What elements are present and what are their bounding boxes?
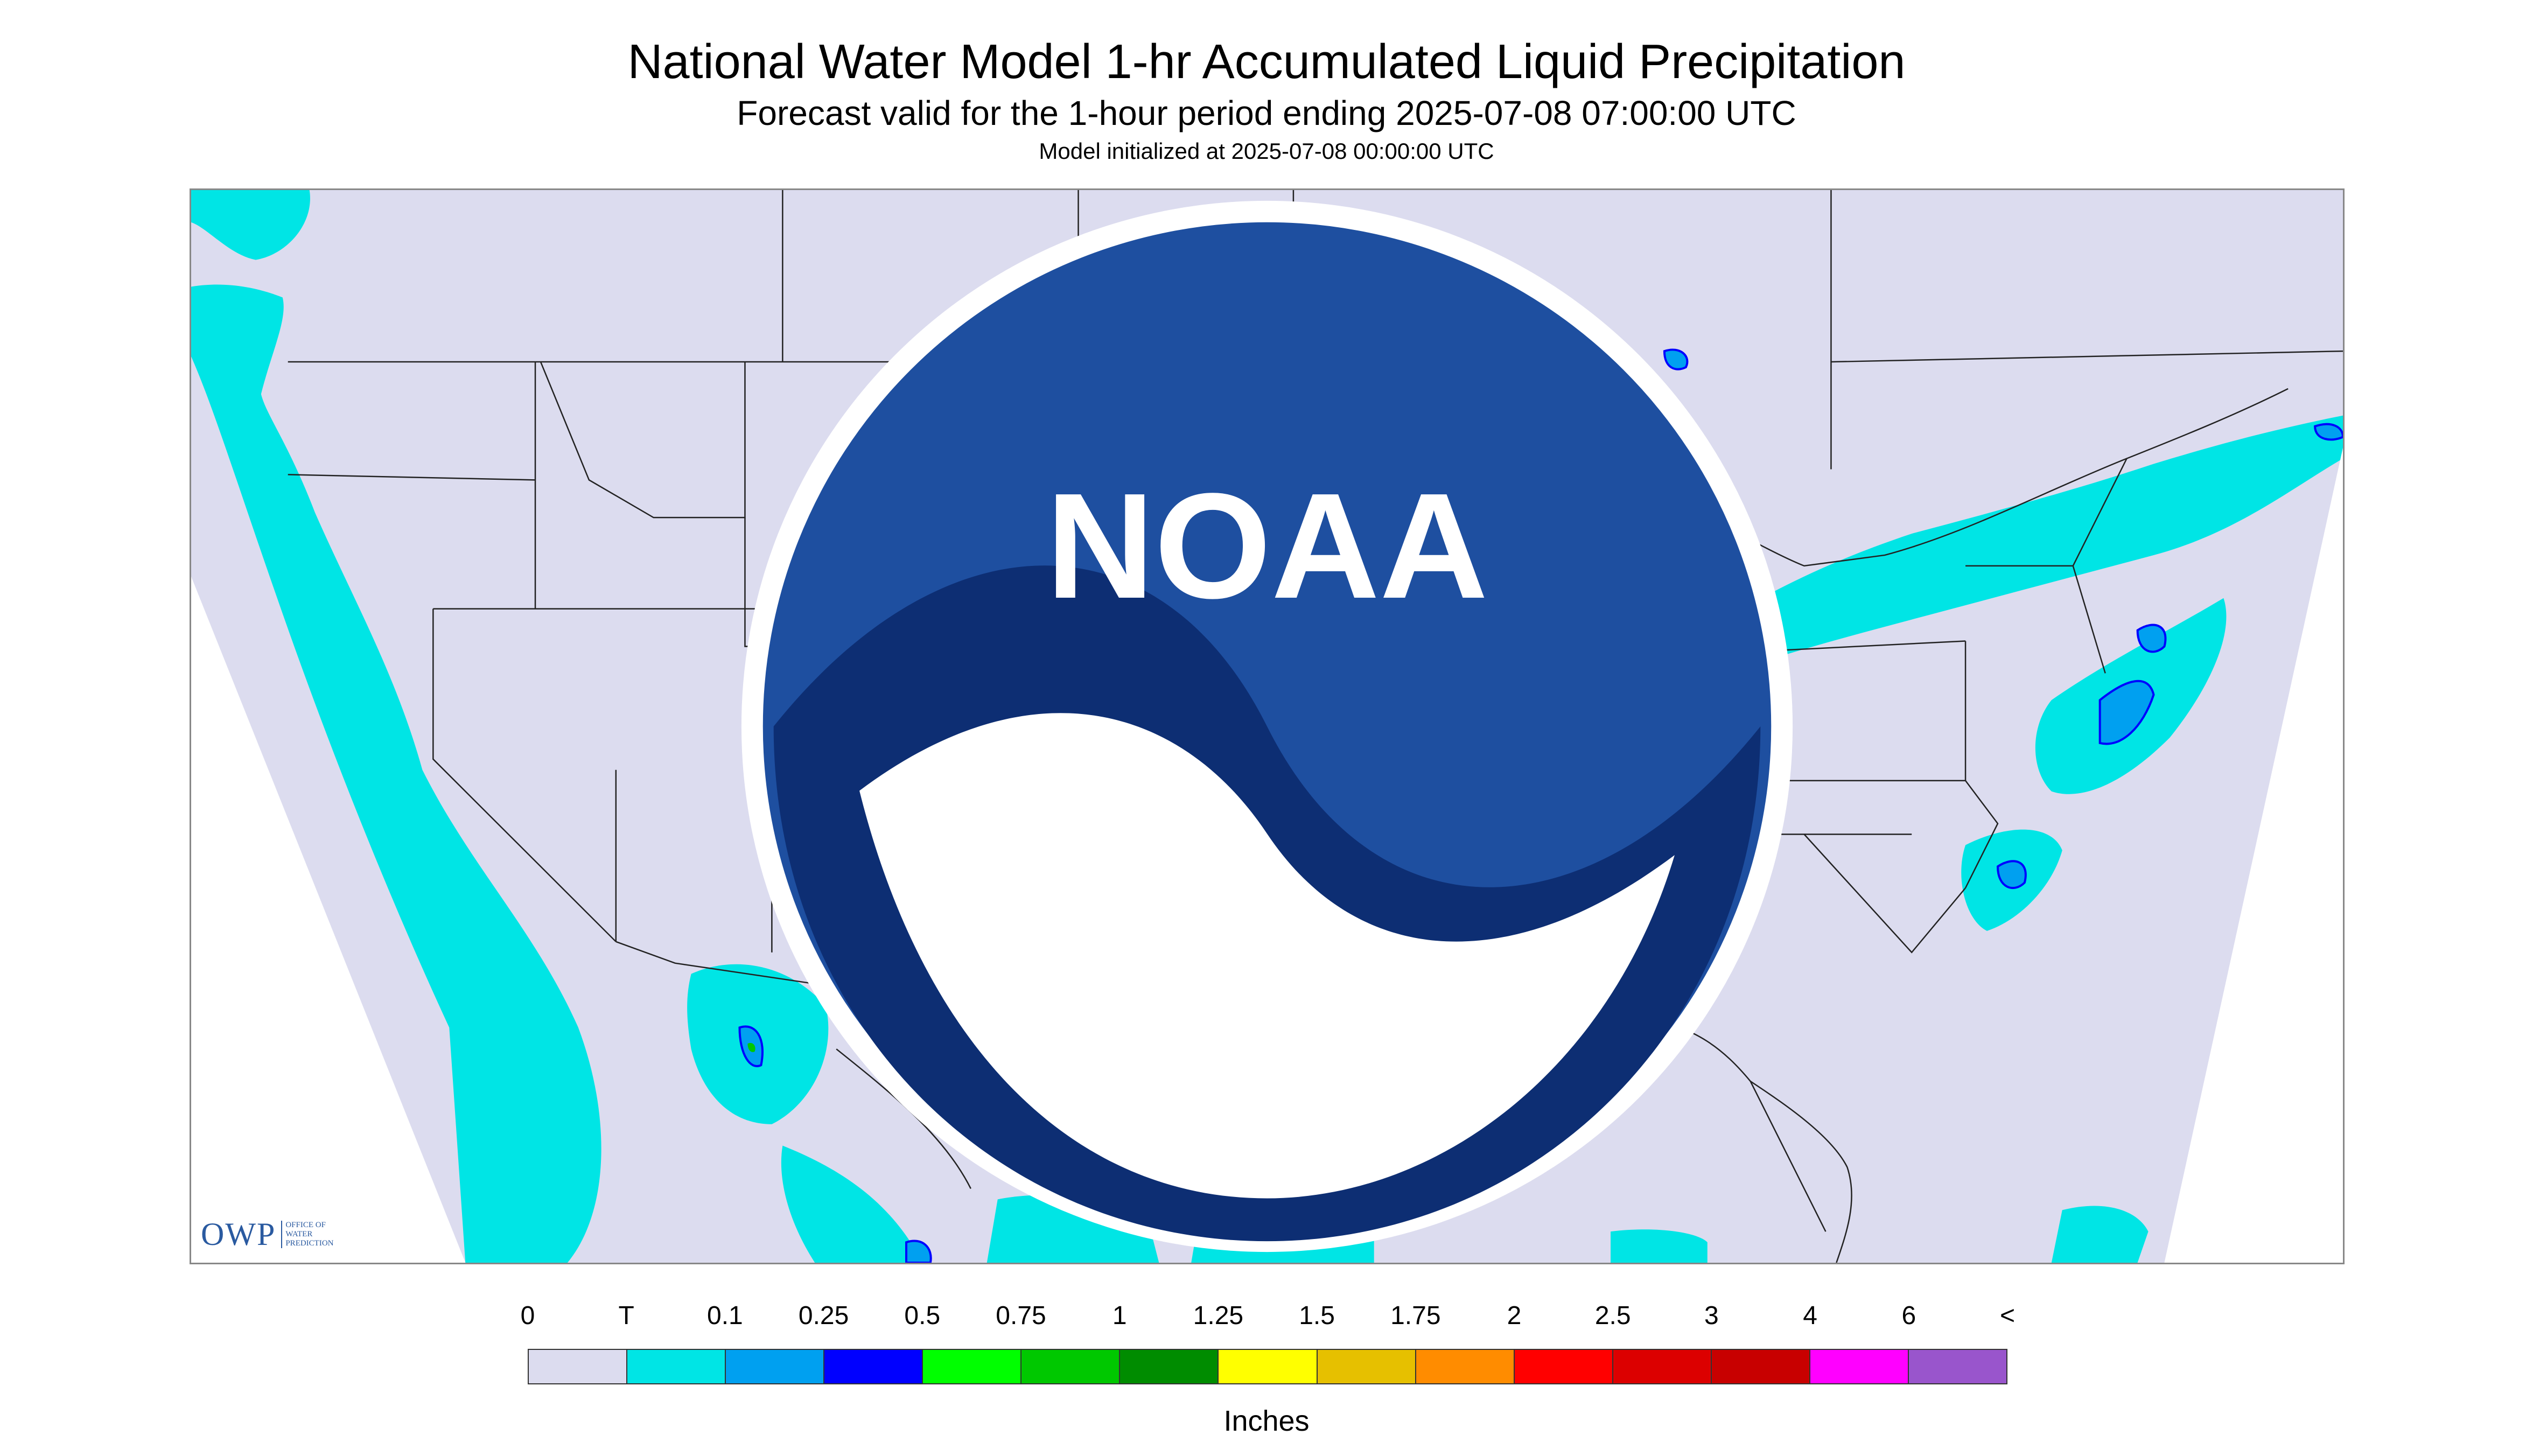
noaa-logo-text: NOAA [1046,463,1488,630]
atlantic-bottom-precip [2051,1206,2149,1263]
forecast-valid-subtitle: Forecast valid for the 1-hour period end… [737,94,1796,132]
legend-label: 1.5 [1299,1301,1335,1330]
legend-colorbar [528,1349,2007,1384]
legend-label: 0 [520,1301,535,1330]
owp-logo: OWP OFFICE OF WATER PREDICTION [201,1216,334,1253]
legend-swatch [1317,1350,1416,1383]
northwest-precip [191,190,310,260]
legend-label: 1.75 [1390,1301,1441,1330]
legend-swatch [627,1350,726,1383]
legend-label: 4 [1803,1301,1817,1330]
legend-label: 2 [1507,1301,1522,1330]
map-title: National Water Model 1-hr Accumulated Li… [627,35,1906,89]
legend-label: 3 [1704,1301,1719,1330]
legend-label: T [618,1301,634,1330]
legend-label: 1.25 [1193,1301,1244,1330]
great-lakes-northeast-precip [1669,415,2343,690]
legend-swatch [1021,1350,1121,1383]
legend-swatch [1908,1350,2006,1383]
legend-swatch [1711,1350,1810,1383]
legend-swatch [1219,1350,1318,1383]
outside-domain-left [191,576,466,1263]
owp-logo-subtext: OFFICE OF WATER PREDICTION [281,1221,334,1248]
precipitation-map: OWP OFFICE OF WATER PREDICTION NOAA [190,188,2345,1264]
owp-logo-text: OWP [201,1216,276,1252]
legend-swatch [1514,1350,1613,1383]
legend-label: 1 [1112,1301,1127,1330]
noaa-logo: NOAA [741,200,1793,1252]
model-init-text: Model initialized at 2025-07-08 00:00:00… [1039,138,1494,164]
legend-swatch [726,1350,825,1383]
legend-swatch [1613,1350,1712,1383]
legend-label: 0.25 [798,1301,849,1330]
legend-swatch [923,1350,1022,1383]
legend-label: < [1999,1301,2016,1330]
outside-domain-right [2164,447,2343,1263]
mexico-southwest-precip [781,1145,922,1263]
legend-swatch [1120,1350,1219,1383]
legend-label: 6 [1901,1301,1916,1330]
legend-label: 0.1 [707,1301,743,1330]
legend-swatch [1810,1350,1909,1383]
legend-label: 2.5 [1594,1301,1631,1330]
legend-labels: 0 T 0.1 0.25 0.5 0.75 1 1.25 1.5 1.75 2 2.5 3 4 6 < [521,1301,2015,1335]
east-bottom-precip [1611,1229,1708,1263]
legend-swatch [1416,1350,1515,1383]
legend-units: Inches [1223,1405,1310,1437]
legend-swatch [529,1350,628,1383]
legend-label: 0.5 [904,1301,941,1330]
legend-label: 0.75 [996,1301,1046,1330]
pacific-coast-precip [191,284,601,1263]
legend-swatch [824,1350,923,1383]
